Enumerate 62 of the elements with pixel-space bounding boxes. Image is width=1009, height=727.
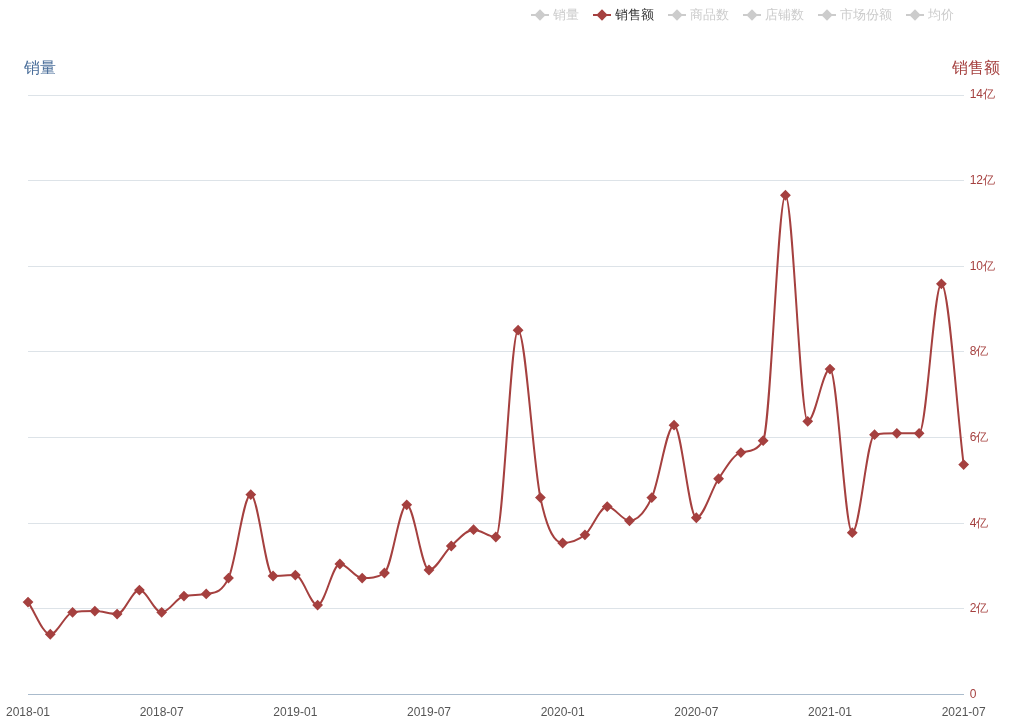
x-tick-label: 2020-01 bbox=[540, 705, 585, 720]
point bbox=[89, 606, 100, 617]
point bbox=[624, 515, 635, 526]
point bbox=[847, 527, 858, 538]
point bbox=[156, 607, 167, 618]
point bbox=[290, 570, 301, 581]
point bbox=[245, 489, 256, 500]
point bbox=[735, 447, 746, 458]
point bbox=[891, 428, 902, 439]
point bbox=[201, 588, 212, 599]
point bbox=[312, 600, 323, 611]
point bbox=[869, 429, 880, 440]
point bbox=[646, 492, 657, 503]
x-tick-label: 2020-07 bbox=[674, 705, 719, 720]
y2-tick-label: 4亿 bbox=[969, 515, 989, 530]
point bbox=[824, 364, 835, 375]
point bbox=[713, 473, 724, 484]
x-tick-label: 2019-01 bbox=[273, 705, 318, 720]
point bbox=[45, 629, 56, 640]
point bbox=[602, 501, 613, 512]
point bbox=[223, 573, 234, 584]
point bbox=[780, 190, 791, 201]
point bbox=[423, 564, 434, 575]
point bbox=[446, 540, 457, 551]
y2-tick-label: 2亿 bbox=[969, 601, 989, 616]
point bbox=[468, 524, 479, 535]
y2-tick-label: 10亿 bbox=[969, 258, 996, 273]
point bbox=[691, 512, 702, 523]
point bbox=[357, 573, 368, 584]
y2-tick-label: 0 bbox=[969, 686, 977, 701]
point bbox=[579, 529, 590, 540]
y2-axis-title: 销售额 bbox=[951, 58, 1000, 78]
y-axis-title: 销量 bbox=[23, 58, 56, 78]
point bbox=[914, 428, 925, 439]
point bbox=[513, 325, 524, 336]
x-tick-label: 2019-07 bbox=[406, 705, 452, 720]
y2-tick-label: 8亿 bbox=[969, 344, 989, 359]
point bbox=[67, 607, 78, 618]
point bbox=[23, 597, 33, 608]
point bbox=[669, 420, 680, 431]
point bbox=[936, 278, 947, 289]
point bbox=[802, 416, 813, 427]
point bbox=[490, 531, 501, 542]
point bbox=[557, 537, 568, 548]
y2-tick-label: 12亿 bbox=[969, 172, 996, 187]
point bbox=[958, 459, 969, 470]
x-tick-label: 2021-07 bbox=[941, 705, 986, 720]
point bbox=[134, 585, 145, 596]
point bbox=[334, 558, 345, 569]
point bbox=[379, 567, 390, 578]
point bbox=[535, 492, 546, 503]
point bbox=[758, 435, 769, 446]
x-tick-label: 2018-01 bbox=[5, 705, 51, 720]
y2-tick-label: 14亿 bbox=[969, 87, 996, 102]
point bbox=[268, 570, 279, 581]
x-tick-label: 2018-07 bbox=[139, 705, 185, 720]
legend-label: 销售额 bbox=[615, 6, 654, 24]
y2-tick-label: 6亿 bbox=[969, 429, 989, 444]
point bbox=[112, 609, 123, 620]
point bbox=[401, 499, 412, 510]
x-tick-label: 2021-01 bbox=[807, 705, 853, 720]
point bbox=[178, 591, 189, 602]
